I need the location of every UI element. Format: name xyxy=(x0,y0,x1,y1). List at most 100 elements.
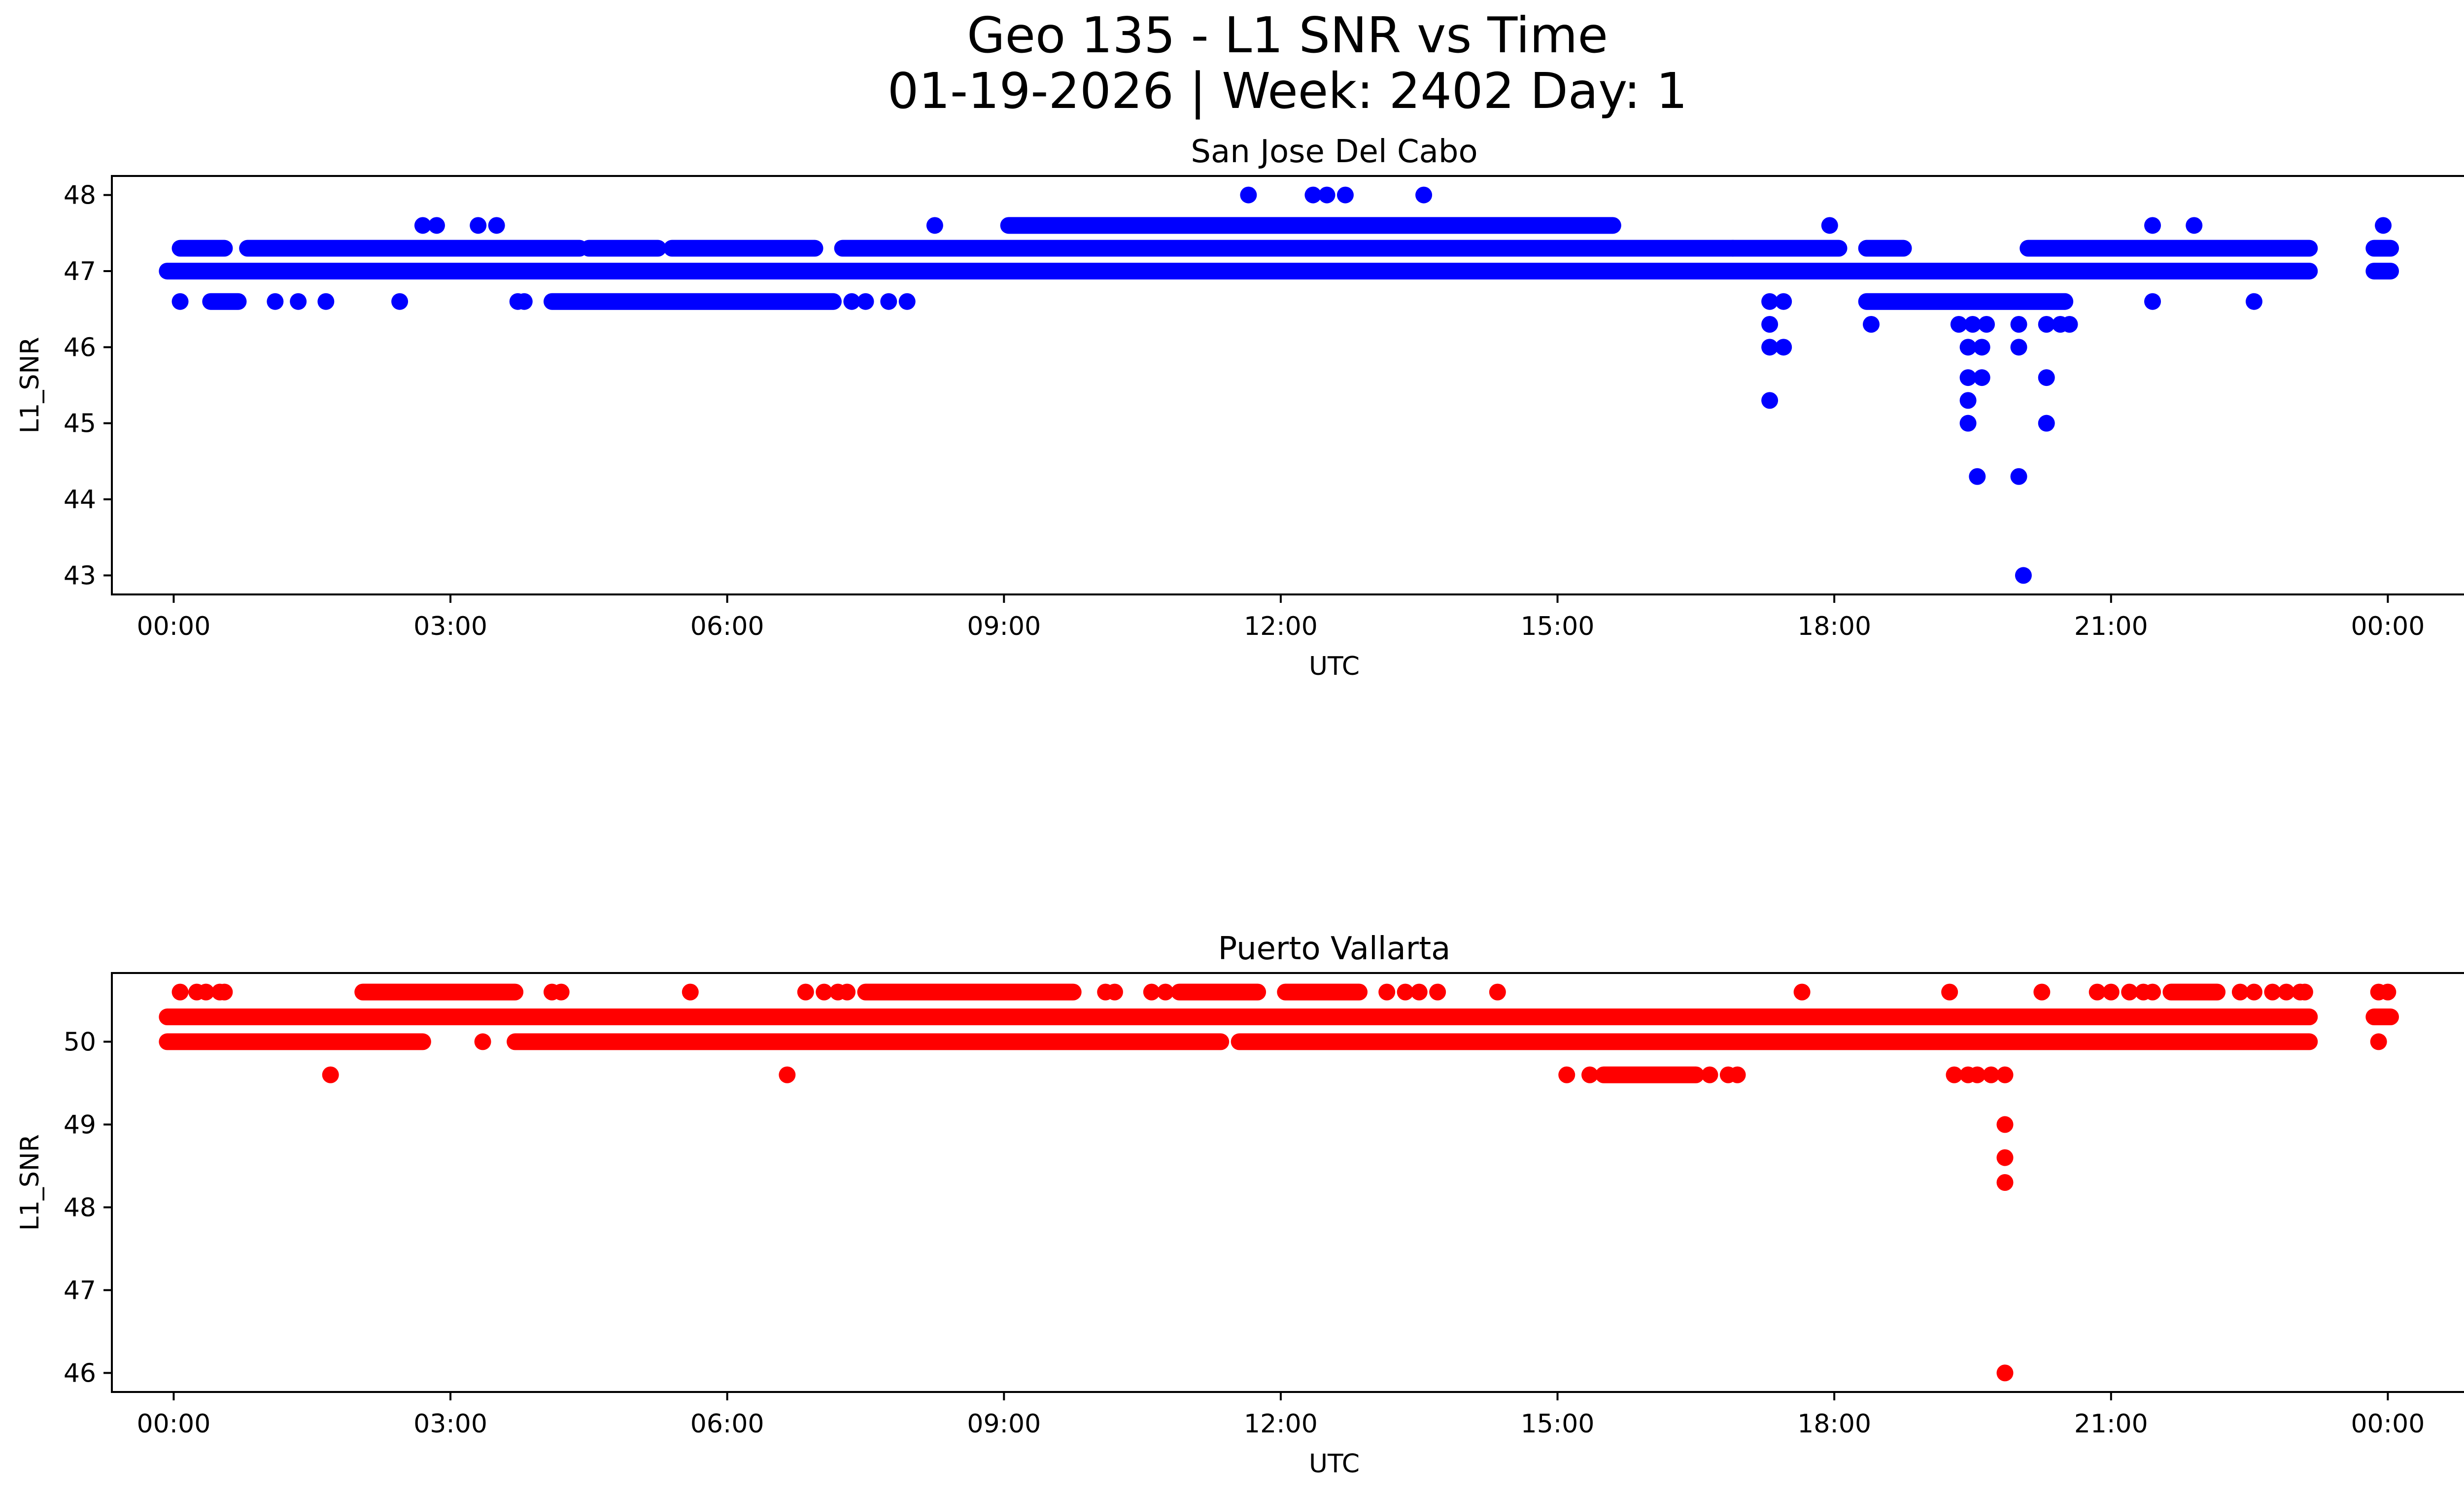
x-tick-label: 00:00 xyxy=(137,1409,210,1439)
data-point-run xyxy=(1858,293,2074,310)
data-point-run xyxy=(1724,240,1848,257)
data-point-run xyxy=(543,293,842,310)
x-tick-label: 09:00 xyxy=(967,1409,1041,1439)
data-point-run xyxy=(1000,217,1621,234)
x-tick-label: 15:00 xyxy=(1521,1409,1595,1439)
data-point-run xyxy=(202,293,247,310)
data-point xyxy=(1535,262,1552,279)
data-point xyxy=(216,983,233,1001)
data-point xyxy=(2186,217,2203,234)
data-point xyxy=(488,217,505,234)
x-tick-label: 12:00 xyxy=(1244,612,1318,641)
data-point-run xyxy=(2365,1008,2399,1026)
data-point xyxy=(1761,293,1779,310)
data-point xyxy=(1996,1116,2014,1133)
data-point xyxy=(2038,369,2055,386)
data-point xyxy=(171,983,189,1001)
data-point xyxy=(1429,983,1446,1001)
data-point xyxy=(267,293,284,310)
data-point xyxy=(1254,262,1271,279)
data-point xyxy=(1973,369,1990,386)
x-tick-label: 18:00 xyxy=(1797,612,1871,641)
data-point xyxy=(2264,983,2281,1001)
data-point xyxy=(1996,1174,2014,1191)
data-point xyxy=(1415,186,1433,204)
data-point-run xyxy=(580,240,667,257)
data-point-run xyxy=(1595,1066,1705,1083)
data-point xyxy=(2245,983,2262,1001)
data-point xyxy=(1157,983,1174,1001)
figure-title: Geo 135 - L1 SNR vs Time xyxy=(967,6,1608,64)
data-point xyxy=(1950,316,1967,333)
y-axis-label: L1_SNR xyxy=(15,1134,45,1231)
data-point xyxy=(1959,392,1977,409)
data-point-run xyxy=(507,1033,1230,1050)
data-point xyxy=(1964,316,1981,333)
x-tick-label: 21:00 xyxy=(2074,1409,2148,1439)
data-point xyxy=(1143,983,1160,1001)
x-tick-label: 06:00 xyxy=(690,1409,764,1439)
x-axis-label: UTC xyxy=(1309,652,1360,681)
x-tick-label: 00:00 xyxy=(2351,612,2425,641)
data-point xyxy=(1959,369,1977,386)
data-point xyxy=(2010,316,2027,333)
data-point xyxy=(1775,339,1792,356)
data-point xyxy=(2121,983,2138,1001)
data-point xyxy=(1969,468,1986,485)
data-point xyxy=(1863,316,1880,333)
data-point-run xyxy=(354,983,524,1001)
data-point xyxy=(1410,983,1428,1001)
data-point-run xyxy=(2162,983,2226,1001)
data-point-run xyxy=(1277,983,1368,1001)
data-point xyxy=(2144,293,2161,310)
data-point xyxy=(1701,1066,1718,1083)
data-point-run xyxy=(171,240,233,257)
data-point-run xyxy=(1170,983,1266,1001)
data-point xyxy=(2102,983,2120,1001)
data-point xyxy=(322,1066,339,1083)
data-series-san-jose xyxy=(159,186,2399,584)
x-tick-label: 03:00 xyxy=(413,1409,487,1439)
data-point xyxy=(1983,1066,2000,1083)
data-point xyxy=(1106,983,1123,1001)
x-tick-label: 15:00 xyxy=(1521,612,1595,641)
data-point xyxy=(1336,186,1354,204)
data-point xyxy=(1581,1066,1599,1083)
data-point-run xyxy=(2365,240,2399,257)
y-tick-label: 44 xyxy=(64,485,96,515)
data-point xyxy=(1973,339,1990,356)
data-point xyxy=(682,983,699,1001)
y-tick-label: 49 xyxy=(64,1110,96,1140)
data-point xyxy=(1793,983,1811,1001)
data-point xyxy=(2010,339,2027,356)
x-tick-label: 09:00 xyxy=(967,612,1041,641)
chart-puerto-vallarta: Puerto Vallarta 00:00 03:00 06:00 09:00 12:00… xyxy=(15,931,2464,1479)
subplot-title: Puerto Vallarta xyxy=(1218,931,1451,967)
data-point xyxy=(2375,217,2392,234)
data-point xyxy=(391,293,409,310)
plot-frame xyxy=(111,972,2464,1393)
data-point xyxy=(2278,983,2295,1001)
data-point xyxy=(2061,316,2078,333)
data-point-run xyxy=(159,262,2318,279)
data-point xyxy=(2010,468,2027,485)
data-point-run xyxy=(239,240,588,257)
data-point xyxy=(880,293,897,310)
x-axis-label: UTC xyxy=(1309,1449,1360,1479)
data-point xyxy=(1212,262,1230,279)
y-tick-label: 46 xyxy=(64,333,96,362)
data-point xyxy=(1558,1066,1575,1083)
x-tick-label: 00:00 xyxy=(137,612,210,641)
data-point xyxy=(1318,186,1335,204)
data-point xyxy=(779,1066,796,1083)
x-tick-label: 21:00 xyxy=(2074,612,2148,641)
y-tick-label: 47 xyxy=(64,257,96,286)
y-tick-label: 43 xyxy=(64,561,96,591)
data-point xyxy=(2379,983,2396,1001)
data-point xyxy=(1489,983,1506,1001)
x-tick-label: 12:00 xyxy=(1244,1409,1318,1439)
data-point xyxy=(1941,983,1958,1001)
data-point-run xyxy=(159,1008,2318,1026)
y-tick-label: 48 xyxy=(64,181,96,210)
